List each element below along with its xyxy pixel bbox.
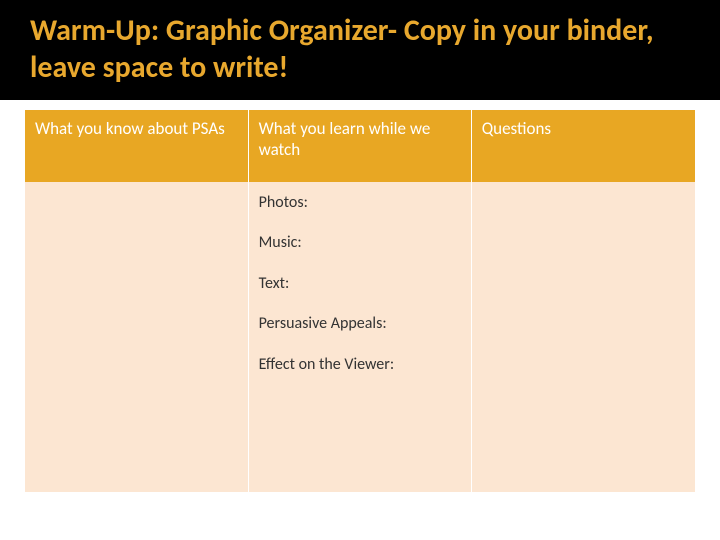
column-header-3: Questions — [471, 110, 695, 182]
cell-item: Persuasive Appeals: — [259, 313, 461, 335]
organizer-table: What you know about PSAs What you learn … — [25, 110, 695, 492]
column-header-2: What you learn while we watch — [248, 110, 471, 182]
table-row: Photos: Music: Text: Persuasive Appeals:… — [25, 182, 695, 492]
title-bar: Warm-Up: Graphic Organizer- Copy in your… — [0, 0, 720, 100]
cell-learn: Photos: Music: Text: Persuasive Appeals:… — [248, 182, 471, 492]
column-header-1: What you know about PSAs — [25, 110, 248, 182]
page-title: Warm-Up: Graphic Organizer- Copy in your… — [30, 12, 690, 87]
cell-item: Photos: — [259, 192, 461, 214]
cell-item: Effect on the Viewer: — [259, 354, 461, 376]
table-container: What you know about PSAs What you learn … — [0, 100, 720, 492]
cell-know — [25, 182, 248, 492]
cell-item: Music: — [259, 232, 461, 254]
cell-questions — [471, 182, 695, 492]
cell-item: Text: — [259, 273, 461, 295]
